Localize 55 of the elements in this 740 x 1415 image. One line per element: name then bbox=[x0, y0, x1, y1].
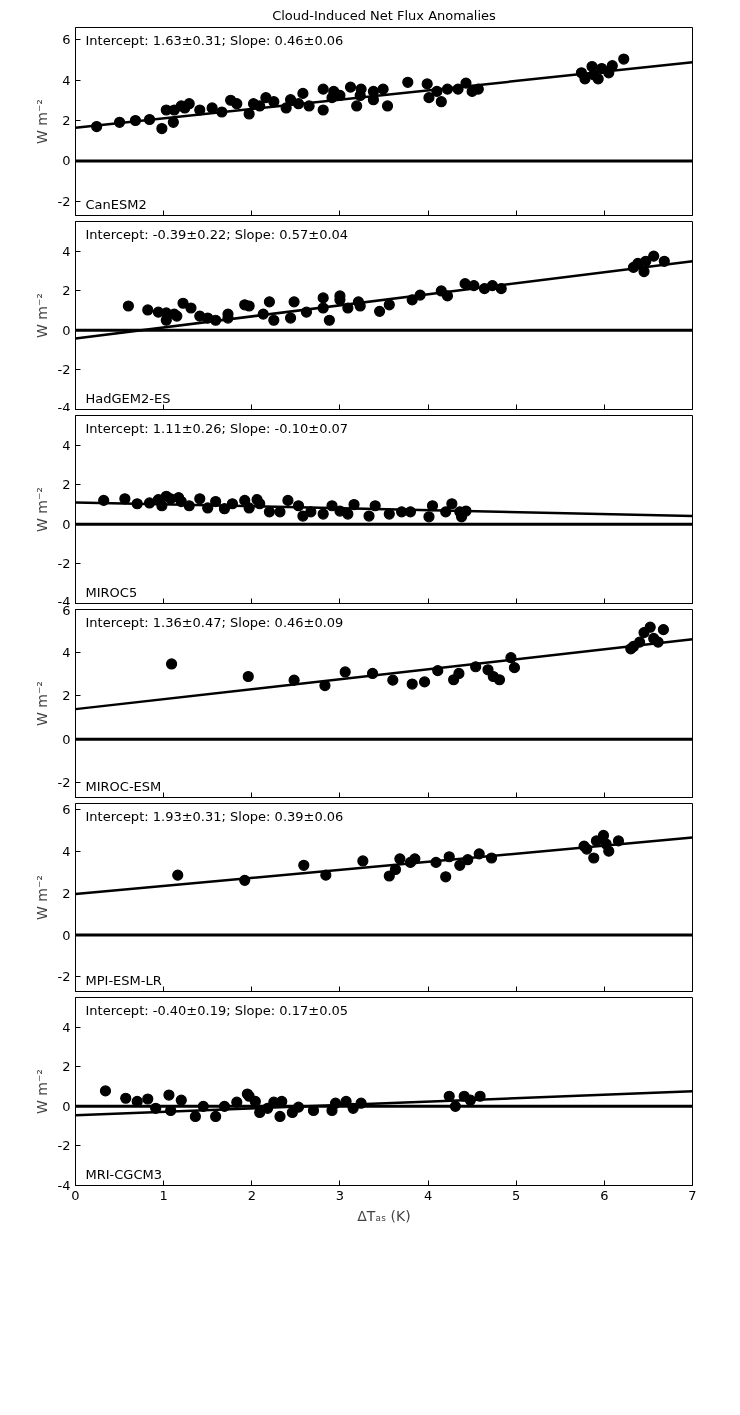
y-axis-title: W m⁻² bbox=[33, 293, 50, 338]
annotation: Intercept: 1.36±0.47; Slope: 0.46±0.09 bbox=[85, 614, 344, 630]
y-tick-label: -2 bbox=[57, 969, 71, 985]
annotation: MRI-CGCM3 bbox=[85, 1166, 162, 1182]
y-tick-label: 6 bbox=[62, 802, 71, 818]
y-tick-label: 6 bbox=[62, 32, 71, 48]
x-axis-title: ΔTₐₛ (K) bbox=[357, 1207, 411, 1224]
y-tick-label: -4 bbox=[57, 399, 71, 415]
y-tick-label: 4 bbox=[62, 1019, 71, 1035]
y-tick-label: -2 bbox=[57, 774, 71, 790]
y-tick-label: -4 bbox=[57, 1178, 71, 1193]
annotation: Intercept: 1.63±0.31; Slope: 0.46±0.06 bbox=[85, 32, 344, 48]
annotation: Intercept: 1.11±0.26; Slope: -0.10±0.07 bbox=[85, 420, 349, 436]
y-tick-label: 4 bbox=[62, 72, 71, 88]
y-axis-title: W m⁻² bbox=[33, 99, 50, 144]
y-axis-title: W m⁻² bbox=[33, 1069, 50, 1114]
y-tick-label: 0 bbox=[62, 322, 71, 338]
annotation: MIROC-ESM bbox=[85, 778, 162, 794]
annotation: Intercept: 1.93±0.31; Slope: 0.39±0.06 bbox=[85, 808, 344, 824]
y-tick-label: 4 bbox=[62, 645, 71, 661]
annotation: CanESM2 bbox=[85, 196, 147, 212]
y-tick-label: 0 bbox=[62, 927, 71, 943]
y-tick-label: 4 bbox=[62, 243, 71, 259]
x-tick-label: 4 bbox=[423, 1187, 433, 1203]
y-tick-label: -2 bbox=[57, 362, 71, 378]
y-tick-label: 2 bbox=[62, 112, 71, 128]
x-tick-label: 6 bbox=[600, 1187, 609, 1203]
x-tick-label: 1 bbox=[159, 1187, 168, 1203]
x-tick-label: 3 bbox=[335, 1187, 345, 1203]
annotation: MPI-ESM-LR bbox=[85, 972, 162, 988]
y-tick-label: 4 bbox=[62, 844, 71, 860]
y-tick-label: 0 bbox=[62, 516, 71, 532]
y-axis-title: W m⁻² bbox=[33, 875, 50, 920]
y-tick-label: 2 bbox=[62, 283, 71, 299]
y-axis-title: W m⁻² bbox=[33, 487, 50, 532]
y-tick-label: 4 bbox=[62, 437, 71, 453]
y-tick-label: 2 bbox=[62, 688, 71, 704]
annotation: Intercept: -0.39±0.22; Slope: 0.57±0.04 bbox=[85, 226, 349, 242]
x-tick-label: 2 bbox=[247, 1187, 256, 1203]
y-tick-label: 2 bbox=[62, 1059, 71, 1075]
annotation: MIROC5 bbox=[85, 584, 138, 600]
chart-title: Cloud-Induced Net Flux Anomalies bbox=[272, 7, 497, 23]
annotation: HadGEM2-ES bbox=[85, 390, 171, 406]
x-tick-label: 5 bbox=[512, 1187, 521, 1203]
y-tick-label: 2 bbox=[62, 885, 71, 901]
y-tick-label: -2 bbox=[57, 193, 71, 209]
y-tick-label: 2 bbox=[62, 477, 71, 493]
y-tick-label: 0 bbox=[62, 1098, 71, 1114]
x-tick-label: 7 bbox=[688, 1187, 697, 1203]
y-axis-title: W m⁻² bbox=[33, 681, 50, 726]
y-tick-label: -2 bbox=[57, 556, 71, 572]
y-tick-label: -2 bbox=[57, 1138, 71, 1154]
y-tick-label: 0 bbox=[62, 153, 71, 169]
annotation: Intercept: -0.40±0.19; Slope: 0.17±0.05 bbox=[85, 1002, 349, 1018]
y-tick-label: 0 bbox=[62, 731, 71, 747]
